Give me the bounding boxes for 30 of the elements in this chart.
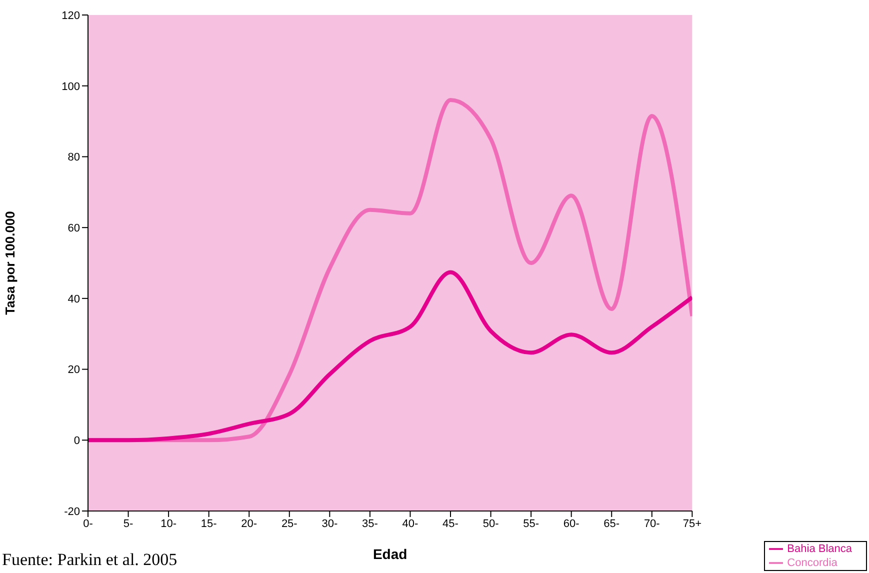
legend-label: Bahia Blanca xyxy=(787,542,852,555)
y-axis-title: Tasa por 100.000 xyxy=(2,211,18,315)
y-tick-label: 80 xyxy=(68,152,80,164)
x-tick-label: 45- xyxy=(442,518,459,530)
y-tick-label: 0 xyxy=(74,435,80,448)
y-tick-label: 60 xyxy=(68,222,80,234)
x-axis-title: Edad xyxy=(372,546,408,562)
x-tick-label: 70- xyxy=(644,518,660,530)
x-tick-label: 25- xyxy=(281,518,298,530)
source-note: Fuente: Parkin et al. 2005 xyxy=(2,550,178,570)
x-tick-label: 20- xyxy=(241,518,258,530)
y-tick-label: 40 xyxy=(68,293,80,306)
x-tick-label: 35- xyxy=(362,518,378,530)
y-tick-label: 20 xyxy=(68,364,80,376)
x-tick-label: 60- xyxy=(563,518,580,530)
legend-label: Concordia xyxy=(787,556,838,569)
x-tick-label: 40- xyxy=(402,518,419,530)
y-tick-label: 120 xyxy=(62,10,80,22)
x-tick-label: 15- xyxy=(200,518,218,530)
x-tick-label: 10- xyxy=(160,518,177,530)
y-tick-label: 100 xyxy=(62,80,80,93)
x-tick-label: 50- xyxy=(482,518,500,530)
x-tick-label: 55- xyxy=(523,518,540,530)
line-series xyxy=(88,270,692,442)
x-tick-label: 75+ xyxy=(682,518,702,530)
y-tick-label: -20 xyxy=(64,506,80,518)
x-tick-label: 5- xyxy=(123,518,134,530)
x-tick-label: 0- xyxy=(83,518,94,530)
x-tick-label: 65- xyxy=(604,518,620,530)
x-tick-label: 30- xyxy=(322,518,338,530)
